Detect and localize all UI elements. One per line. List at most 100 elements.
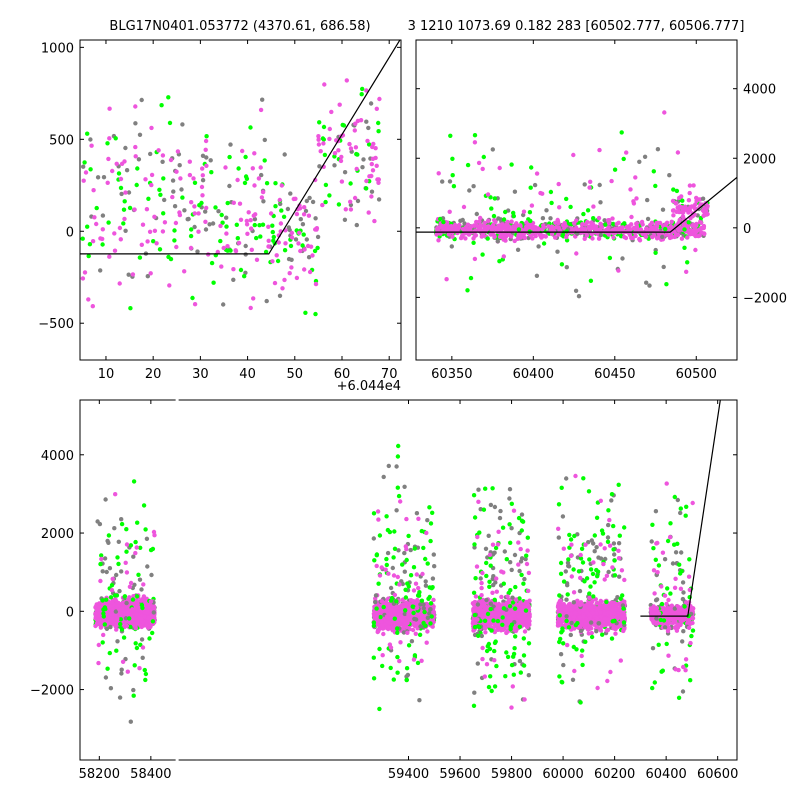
series-a-point [620, 256, 625, 261]
series-c-point [413, 631, 418, 636]
series-b-point [619, 130, 624, 135]
series-b-point [428, 601, 434, 606]
series-a-point [104, 569, 109, 575]
series-b-point [501, 217, 507, 222]
series-b-point [417, 590, 422, 595]
series-b-point [313, 311, 318, 317]
series-c-point [338, 158, 344, 164]
series-b-point [392, 616, 397, 621]
series-b-point [161, 176, 166, 181]
series-a-point [227, 183, 232, 189]
series-b-point [105, 666, 110, 671]
series-c-point [416, 516, 421, 521]
series-c-point [649, 220, 655, 225]
series-a-point [642, 154, 648, 159]
series-b-point [254, 235, 259, 241]
series-a-point [103, 675, 109, 680]
series-a-point [259, 172, 264, 178]
series-c-point [457, 222, 462, 228]
series-c-point [677, 204, 682, 209]
series-c-point [554, 224, 559, 230]
series-b-point [465, 288, 470, 293]
series-b-point [312, 248, 318, 254]
series-c-point [616, 268, 621, 273]
series-b-point [371, 623, 377, 628]
series-c-point [132, 207, 137, 212]
series-a-point [210, 221, 216, 226]
series-c-point [168, 157, 174, 163]
series-b-point [585, 208, 591, 213]
series-c-point [589, 232, 594, 237]
series-c-point [596, 215, 602, 221]
series-a-point [103, 497, 108, 502]
series-c-point [583, 222, 588, 227]
series-a-point [260, 97, 265, 102]
series-c-point [480, 166, 485, 172]
series-c-point [248, 218, 253, 223]
series-b-point [128, 543, 134, 548]
series-b-point [497, 259, 502, 264]
y-tick-label: 0 [743, 222, 751, 237]
series-a-point [208, 158, 213, 163]
series-b-point [395, 670, 400, 675]
points-bottom [93, 443, 696, 724]
series-b-point [428, 521, 434, 526]
series-c-point [571, 152, 576, 158]
series-b-point [225, 200, 230, 206]
series-c-point [348, 207, 354, 212]
series-c-point [620, 225, 625, 230]
series-b-point [406, 533, 411, 539]
series-c-point [671, 213, 676, 218]
series-a-point [203, 227, 209, 232]
series-c-point [119, 161, 125, 166]
series-b-point [394, 599, 399, 604]
series-c-point [675, 150, 681, 155]
series-b-point [427, 594, 432, 600]
x-tick-label: 60350 [431, 367, 472, 382]
series-a-point [115, 639, 120, 644]
series-a-point [645, 216, 651, 222]
series-a-point [224, 215, 229, 220]
series-b-point [88, 167, 93, 172]
series-a-point [573, 288, 579, 293]
series-b-point [150, 619, 156, 624]
series-b-point [450, 173, 455, 178]
series-c-point [395, 574, 400, 580]
series-b-point [336, 202, 342, 207]
series-b-point [161, 211, 166, 216]
series-c-point [154, 241, 159, 246]
series-a-point [462, 221, 467, 226]
series-a-point [647, 283, 652, 288]
series-a-point [460, 217, 465, 223]
series-c-point [555, 219, 561, 224]
series-b-point [131, 479, 137, 484]
series-c-point [370, 156, 376, 161]
series-c-point [376, 517, 381, 522]
series-c-point [90, 304, 96, 309]
series-c-point [306, 213, 312, 218]
series-a-point [288, 191, 293, 196]
series-c-point [305, 243, 311, 249]
series-c-point [133, 625, 138, 631]
series-a-point [300, 222, 306, 227]
series-c-point [546, 224, 551, 229]
series-c-point [260, 189, 266, 195]
series-a-point [342, 217, 348, 222]
series-c-point [297, 230, 302, 235]
series-b-point [509, 162, 514, 167]
series-c-point [490, 222, 496, 228]
x-tick-label: 60 [334, 367, 351, 382]
series-c-point [233, 248, 239, 254]
series-b-point [376, 129, 381, 134]
series-c-point [344, 78, 349, 83]
series-b-point [421, 545, 426, 551]
series-b-point [327, 193, 332, 198]
series-a-point [117, 695, 123, 700]
series-c-point [124, 570, 130, 575]
series-c-point [149, 172, 155, 178]
series-b-point [115, 555, 120, 560]
series-c-point [316, 137, 321, 142]
series-b-point [428, 621, 433, 626]
series-c-point [167, 283, 172, 288]
series-c-point [188, 245, 194, 251]
